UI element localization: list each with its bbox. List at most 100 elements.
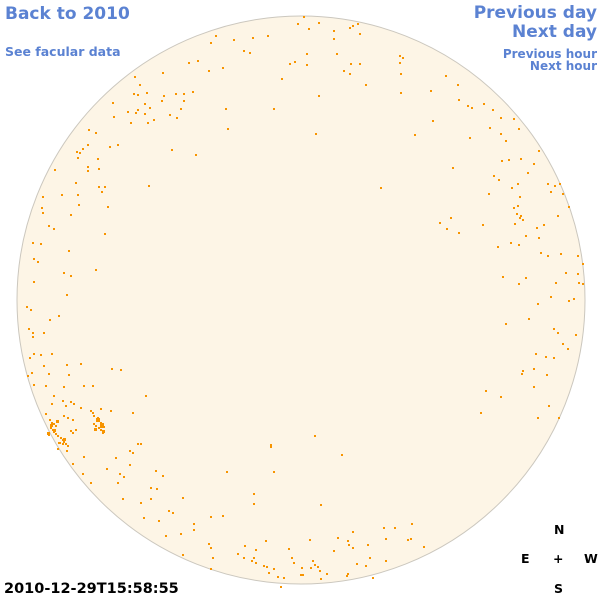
facula-dot (518, 283, 520, 285)
facula-dot (547, 255, 549, 257)
facula-dot (90, 410, 92, 412)
facula-dot (83, 385, 85, 387)
facula-dot (192, 91, 194, 93)
facula-dot (293, 562, 295, 564)
facula-dot (28, 328, 30, 330)
facula-dot (252, 37, 254, 39)
facula-dot (92, 385, 94, 387)
facula-dot (130, 122, 132, 124)
facula-dot (43, 332, 45, 334)
facula-dot (102, 430, 105, 433)
facula-dot (400, 92, 402, 94)
compass-rose: N E + W S (514, 518, 598, 598)
facula-dot (82, 148, 84, 150)
facula-dot (326, 573, 328, 575)
facula-dot (270, 444, 272, 446)
facula-dot (33, 281, 35, 283)
facula-dot (270, 446, 272, 448)
facula-dot (500, 133, 502, 135)
back-to-year-link[interactable]: Back to 2010 (5, 4, 130, 24)
facula-dot (145, 395, 147, 397)
facula-dot (510, 242, 512, 244)
compass-west-label: W (584, 551, 598, 566)
facula-dot (132, 452, 134, 454)
facula-dot (149, 107, 151, 109)
facula-dot (253, 557, 255, 559)
facula-dot (120, 369, 122, 371)
facula-dot (80, 407, 82, 409)
facula-dot (226, 471, 228, 473)
facula-dot (90, 482, 92, 484)
facula-dot (289, 63, 291, 65)
facula-dot (115, 457, 117, 459)
facula-dot (310, 567, 312, 569)
facula-dot (518, 244, 520, 246)
facula-dot (243, 50, 245, 52)
facula-dot (76, 151, 78, 153)
facula-dot (528, 318, 530, 320)
facula-dot (63, 272, 65, 274)
facula-dot (525, 277, 527, 279)
facula-dot (75, 429, 77, 431)
facula-dot (106, 468, 108, 470)
facula-dot (215, 35, 217, 37)
facula-dot (53, 395, 55, 397)
facula-dot (72, 463, 74, 465)
facula-dot (347, 573, 349, 575)
facula-dot (343, 70, 345, 72)
next-day-link[interactable]: Next day (512, 22, 597, 42)
facula-dot (249, 52, 251, 54)
next-hour-link[interactable]: Next hour (529, 59, 597, 73)
facula-dot (67, 417, 69, 419)
previous-hour-link[interactable]: Previous hour (502, 47, 597, 61)
facula-dot (93, 423, 95, 425)
facula-dot (545, 356, 547, 358)
facula-dot (87, 144, 89, 146)
facula-dot (273, 471, 275, 473)
facula-dot (575, 334, 577, 336)
facula-dot (550, 191, 552, 193)
facula-dot (27, 375, 29, 377)
facula-dot (318, 22, 320, 24)
facula-dot (314, 564, 316, 566)
facula-dot (559, 183, 561, 185)
previous-day-link[interactable]: Previous day (473, 3, 597, 23)
facula-dot (469, 137, 471, 139)
facula-dot (67, 445, 69, 447)
facula-dot (48, 225, 50, 227)
facula-dot (180, 533, 182, 535)
compass-north-label: N (554, 522, 565, 537)
facula-dot (267, 35, 269, 37)
facula-dot (513, 207, 515, 209)
facula-dot (533, 368, 535, 370)
facula-dot (183, 100, 185, 102)
facula-dot (273, 568, 275, 570)
facula-dot (568, 300, 570, 302)
facula-dot (540, 252, 542, 254)
facula-dot (546, 374, 548, 376)
facula-dot (93, 415, 95, 417)
facula-dot (306, 53, 308, 55)
facula-dot (148, 185, 150, 187)
facula-dot (301, 567, 303, 569)
day-navigation: Previous day Next day (474, 4, 597, 42)
facula-dot (165, 535, 167, 537)
facula-dot (497, 246, 499, 248)
facula-dot (488, 193, 490, 195)
facula-dot (96, 418, 100, 422)
facula-dot (97, 158, 99, 160)
facula-dot (143, 517, 145, 519)
facula-dot (53, 228, 55, 230)
facula-dot (297, 23, 299, 25)
facula-dot (309, 539, 311, 541)
facula-dot (183, 93, 185, 95)
facula-dot (162, 72, 164, 74)
facula-dot (300, 574, 302, 576)
see-facular-data-link[interactable]: See facular data (5, 44, 121, 59)
facula-dot (175, 93, 177, 95)
facula-dot (573, 298, 575, 300)
facula-dot (70, 401, 72, 403)
facula-dot (161, 100, 163, 102)
facula-dot (95, 425, 97, 427)
